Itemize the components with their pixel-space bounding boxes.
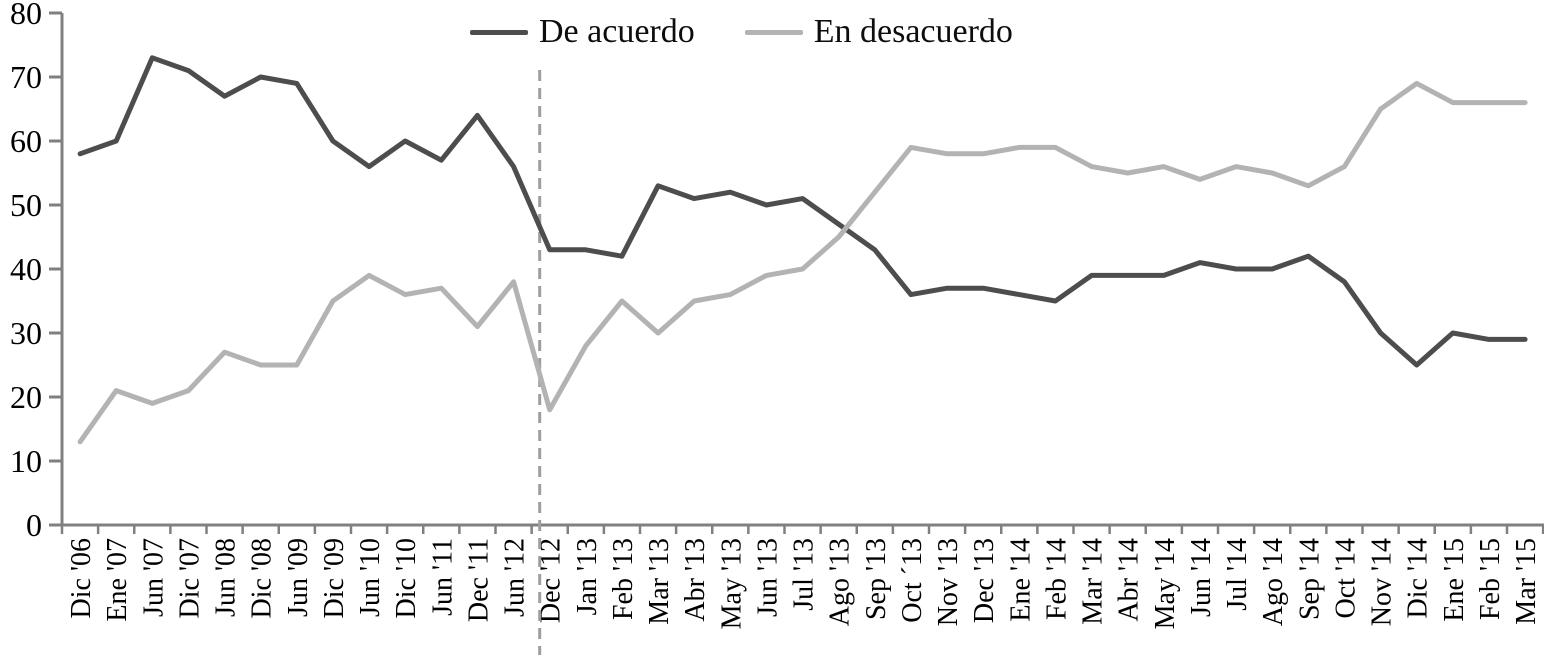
x-axis-tick-label: Dec '13 bbox=[969, 538, 1000, 623]
y-axis-tick-label: 70 bbox=[10, 59, 42, 95]
x-axis-tick-label: Ago '14 bbox=[1258, 538, 1289, 626]
x-axis-tick-label: Dic '09 bbox=[319, 538, 350, 618]
x-axis-tick-label: May '13 bbox=[716, 538, 747, 629]
legend-label-de-acuerdo: De acuerdo bbox=[539, 13, 695, 50]
y-axis-tick-label: 30 bbox=[10, 315, 42, 351]
en-desacuerdo-line-swatch bbox=[744, 29, 803, 35]
series-line-en-desacuerdo bbox=[77, 80, 1528, 445]
x-axis-tick-label: Ago '13 bbox=[825, 538, 856, 626]
x-axis-tick-label: Nov '13 bbox=[933, 538, 964, 626]
x-axis-tick-label: Jun '11 bbox=[427, 538, 458, 616]
x-axis-tick-label: Jun '07 bbox=[138, 538, 169, 617]
x-axis-tick-label: Mar '13 bbox=[644, 538, 675, 625]
x-axis-tick-label: Jun '12 bbox=[500, 538, 531, 617]
x-axis-tick-label: Abr '13 bbox=[680, 538, 711, 622]
x-axis-tick-label: Sep '14 bbox=[1294, 538, 1325, 620]
x-axis-tick-label: Nov '14 bbox=[1367, 538, 1398, 626]
y-axis-tick-label: 20 bbox=[10, 379, 42, 415]
x-axis-tick-label: Jul '13 bbox=[789, 538, 820, 611]
chart-legend: De acuerdo En desacuerdo bbox=[470, 10, 1013, 54]
x-axis-tick-label: Abr '14 bbox=[1114, 538, 1145, 622]
y-axis-tick-label: 50 bbox=[10, 187, 42, 223]
legend-item-de-acuerdo: De acuerdo bbox=[470, 13, 695, 51]
x-axis-tick-label: Ene '14 bbox=[1005, 538, 1036, 622]
x-axis-tick-label: Dic '07 bbox=[174, 538, 205, 618]
x-axis-tick-label: Feb '15 bbox=[1475, 538, 1506, 620]
x-axis-tick-label: Jun '13 bbox=[752, 538, 783, 617]
legend-item-en-desacuerdo: En desacuerdo bbox=[744, 13, 1013, 51]
de-acuerdo-line-swatch bbox=[470, 29, 528, 35]
x-axis-tick-label: Jun '10 bbox=[355, 538, 386, 617]
y-axis-tick-label: 40 bbox=[10, 251, 42, 287]
x-axis-tick-label: Dic '06 bbox=[66, 538, 97, 618]
y-axis-tick-label: 80 bbox=[10, 0, 42, 31]
x-axis-tick-label: Oct '14 bbox=[1330, 538, 1361, 618]
legend-label-en-desacuerdo: En desacuerdo bbox=[813, 13, 1013, 50]
y-axis-tick-label: 0 bbox=[26, 507, 42, 543]
x-axis-tick-label: Oct ´13 bbox=[897, 538, 928, 623]
x-axis-tick-label: Mar '14 bbox=[1078, 538, 1109, 625]
x-axis-tick-label: Feb '13 bbox=[608, 538, 639, 620]
x-axis-tick-label: Jun '09 bbox=[283, 538, 314, 617]
x-axis-tick-label: Feb '14 bbox=[1041, 538, 1072, 620]
y-axis-tick-label: 10 bbox=[10, 443, 42, 479]
series-line-de-acuerdo bbox=[77, 55, 1528, 368]
x-axis-tick-label: Jun '08 bbox=[211, 538, 242, 617]
x-axis-tick-label: Sep '13 bbox=[861, 538, 892, 620]
x-axis-tick-label: Ene '07 bbox=[102, 538, 133, 622]
y-axis-tick-label: 60 bbox=[10, 123, 42, 159]
x-axis-tick-label: May '14 bbox=[1150, 538, 1181, 629]
x-axis-tick-label: Dic '10 bbox=[391, 538, 422, 618]
x-axis-tick-label: Mar '15 bbox=[1511, 538, 1542, 625]
x-axis-tick-label: Dec '11 bbox=[463, 538, 494, 622]
x-axis-tick-label: Jan '13 bbox=[572, 538, 603, 615]
x-axis-tick-label: Jul '14 bbox=[1222, 538, 1253, 611]
x-axis-tick-label: Dic '08 bbox=[247, 538, 278, 618]
x-axis-tick-label: Ene '15 bbox=[1439, 538, 1470, 622]
x-axis-tick-label: Jun '14 bbox=[1186, 538, 1217, 617]
x-axis-tick-label: Dic '14 bbox=[1403, 538, 1434, 618]
